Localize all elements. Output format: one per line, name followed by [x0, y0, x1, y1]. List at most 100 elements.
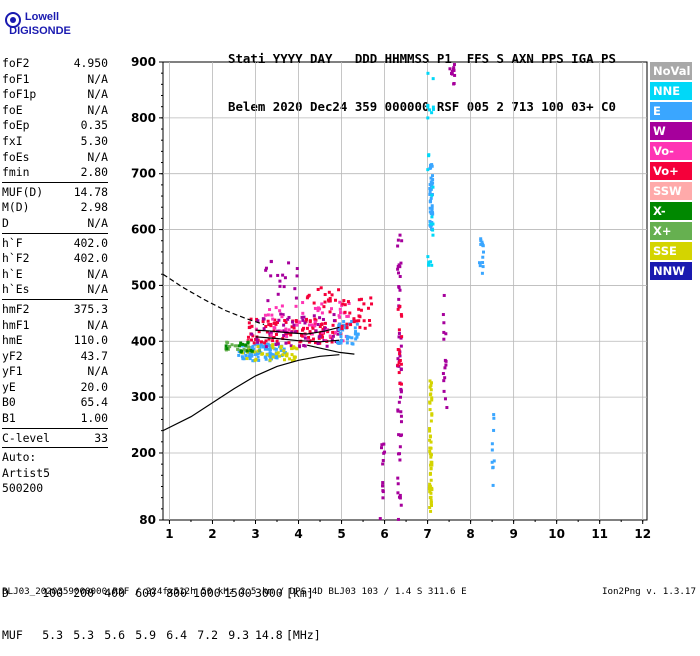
echo-point	[381, 484, 385, 488]
echo-point	[250, 354, 254, 358]
echo-point	[396, 363, 400, 367]
echo-point	[398, 350, 402, 354]
echo-point	[398, 304, 402, 308]
echo-point	[397, 433, 401, 437]
param-value: 375.3	[73, 301, 108, 316]
echo-point	[271, 335, 275, 339]
echo-point	[398, 358, 402, 362]
echo-point	[321, 330, 325, 334]
echo-point	[293, 355, 297, 359]
echo-point	[301, 311, 305, 315]
param-value: 110.0	[73, 333, 108, 348]
echo-point	[348, 311, 352, 315]
echo-point	[430, 503, 434, 507]
echo-point	[428, 496, 432, 500]
echo-point	[431, 233, 435, 237]
echo-point	[310, 332, 314, 336]
echo-point	[233, 344, 237, 348]
scaled-parameters-panel: foF2 4.950 foF1 N/A foF1p N/A foE N/A foEp 0.35 fx…	[2, 56, 108, 496]
param-name: foEs	[2, 149, 30, 164]
echo-point	[338, 315, 342, 319]
echo-point	[399, 367, 403, 371]
param-name: yF2	[2, 348, 23, 363]
echo-point	[289, 333, 293, 337]
echo-point	[297, 345, 301, 349]
echo-point	[290, 330, 294, 334]
param-row: hmF1 N/A	[2, 318, 108, 334]
echo-point	[322, 305, 326, 309]
echo-point	[230, 343, 234, 347]
echo-point	[282, 347, 286, 351]
echo-point	[250, 324, 254, 328]
echo-point	[426, 168, 430, 172]
echo-point	[246, 345, 250, 349]
param-row: h`Es N/A	[2, 282, 108, 298]
legend-item: Vo-	[650, 142, 692, 160]
muf-table: D 100 200 400 600 800 1000 1500 3000 [km] MUF 5…	[2, 558, 321, 656]
echo-point	[443, 397, 447, 401]
echo-point	[237, 353, 241, 357]
echo-point	[429, 498, 433, 502]
param-value: N/A	[87, 215, 108, 230]
plot-frame	[162, 61, 648, 521]
param-row: foEs N/A	[2, 150, 108, 166]
echo-point	[276, 351, 280, 355]
param-value: 14.78	[73, 184, 108, 199]
echo-point	[269, 274, 273, 278]
echo-point	[382, 442, 386, 446]
echo-point	[397, 297, 401, 301]
legend-item: X+	[650, 222, 692, 240]
param-name: M(D)	[2, 200, 30, 215]
echo-point	[397, 263, 401, 267]
param-value: 65.4	[80, 395, 108, 410]
echo-point	[444, 332, 448, 336]
echo-point	[297, 320, 301, 324]
source-info: BLJ03_2020359000000.RSF / 224fx512h 50 k…	[2, 586, 467, 597]
echo-point	[396, 476, 400, 480]
echo-point	[330, 338, 334, 342]
echo-point	[431, 211, 435, 215]
echo-point	[341, 302, 345, 306]
x-tick-label: 9	[509, 527, 517, 541]
echo-point	[428, 186, 432, 190]
echo-point	[256, 355, 260, 359]
distance-unit: [km]	[286, 586, 314, 600]
echo-point	[265, 330, 269, 334]
echo-point	[399, 344, 403, 348]
param-name: foF1p	[2, 87, 37, 102]
echo-point	[285, 354, 289, 358]
legend-item: X-	[650, 202, 692, 220]
echo-point	[337, 341, 341, 345]
echo-point	[443, 366, 447, 370]
echo-point	[428, 505, 432, 509]
echo-point	[237, 344, 241, 348]
echo-point	[428, 490, 432, 494]
echo-point	[267, 347, 271, 351]
param-value: 2.98	[80, 200, 108, 215]
echo-point	[268, 348, 272, 352]
echo-point	[369, 296, 373, 300]
echo-point	[339, 334, 343, 338]
echo-point	[290, 347, 294, 351]
logo-line2: DIGISONDE	[9, 25, 71, 37]
echo-point	[339, 311, 343, 315]
echo-point	[357, 319, 361, 323]
echo-point	[316, 323, 320, 327]
echo-point	[287, 341, 291, 345]
echo-point	[282, 349, 286, 353]
param-name: C-level	[2, 430, 51, 445]
logo-line1: Lowell	[25, 11, 59, 23]
echo-point	[272, 321, 276, 325]
param-name: h`E	[2, 266, 23, 281]
echo-point	[306, 338, 310, 342]
echo-point	[258, 349, 262, 353]
echo-point	[245, 349, 249, 353]
echo-point	[445, 406, 449, 410]
echo-point	[338, 307, 342, 311]
legend-item: NoVal	[650, 62, 692, 80]
distance-value: 1000	[193, 586, 221, 600]
echo-point	[302, 343, 306, 347]
echo-point	[478, 261, 482, 265]
echo-point	[444, 363, 448, 367]
echo-point	[397, 361, 401, 365]
